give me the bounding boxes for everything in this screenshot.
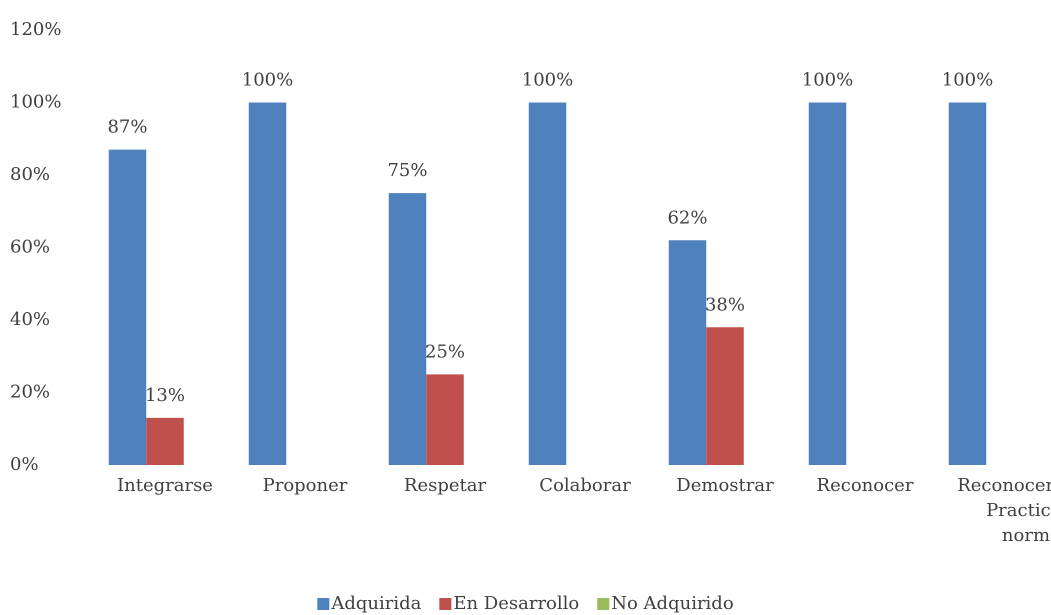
x-tick-label: Reconocer	[816, 475, 914, 496]
legend-swatch	[317, 598, 330, 610]
data-label: 25%	[425, 341, 465, 362]
bar	[668, 240, 707, 465]
data-label: 87%	[107, 117, 147, 138]
bar	[146, 417, 184, 465]
data-label: 38%	[705, 294, 745, 315]
bar	[808, 102, 847, 465]
data-label: 75%	[387, 160, 427, 181]
x-tick-label: Reconocer y Practicar normas	[957, 475, 1051, 546]
y-tick-label: 80%	[10, 164, 50, 185]
legend-label: No Adquirido	[611, 593, 733, 614]
x-tick-label: Respetar	[403, 475, 487, 496]
x-tick-label-box: Demostrar	[676, 475, 774, 496]
bar	[108, 149, 147, 465]
y-tick-label: 20%	[10, 382, 50, 403]
bar	[706, 327, 744, 465]
x-tick-label: Colaborar	[539, 475, 631, 496]
legend-label: En Desarrollo	[453, 593, 579, 614]
legend: Adquirida En Desarrollo No Adquirido	[317, 593, 734, 614]
x-tick-label: Demostrar	[676, 475, 774, 496]
bar	[948, 102, 987, 465]
data-label: 100%	[802, 70, 853, 91]
legend-swatch	[597, 598, 610, 610]
y-tick-label: 120%	[10, 19, 61, 40]
data-label: 100%	[942, 70, 993, 91]
bar	[388, 193, 427, 465]
x-tick-label-box: Integrarse	[117, 475, 213, 496]
x-tick-label-box: Reconocer y Practicar normas	[957, 475, 1051, 546]
data-label: 100%	[242, 70, 293, 91]
bar	[528, 102, 567, 465]
x-tick-label-box: Respetar	[403, 475, 487, 496]
x-tick-label-box: Reconocer	[816, 475, 914, 496]
data-label: 62%	[667, 207, 707, 228]
y-tick-label: 60%	[10, 237, 50, 258]
y-tick-label: 100%	[10, 92, 61, 113]
x-tick-label: Integrarse	[117, 475, 213, 496]
legend-swatch	[439, 598, 452, 610]
x-tick-label-box: Proponer	[262, 475, 348, 496]
y-tick-label: 0%	[10, 454, 39, 475]
y-tick-label: 40%	[10, 309, 50, 330]
legend-label: Adquirida	[330, 593, 421, 614]
data-label: 13%	[145, 385, 185, 406]
x-tick-label: Proponer	[262, 475, 348, 496]
data-label: 100%	[522, 70, 573, 91]
bar	[248, 102, 287, 465]
x-tick-label-box: Colaborar	[539, 475, 631, 496]
bar	[426, 374, 464, 465]
